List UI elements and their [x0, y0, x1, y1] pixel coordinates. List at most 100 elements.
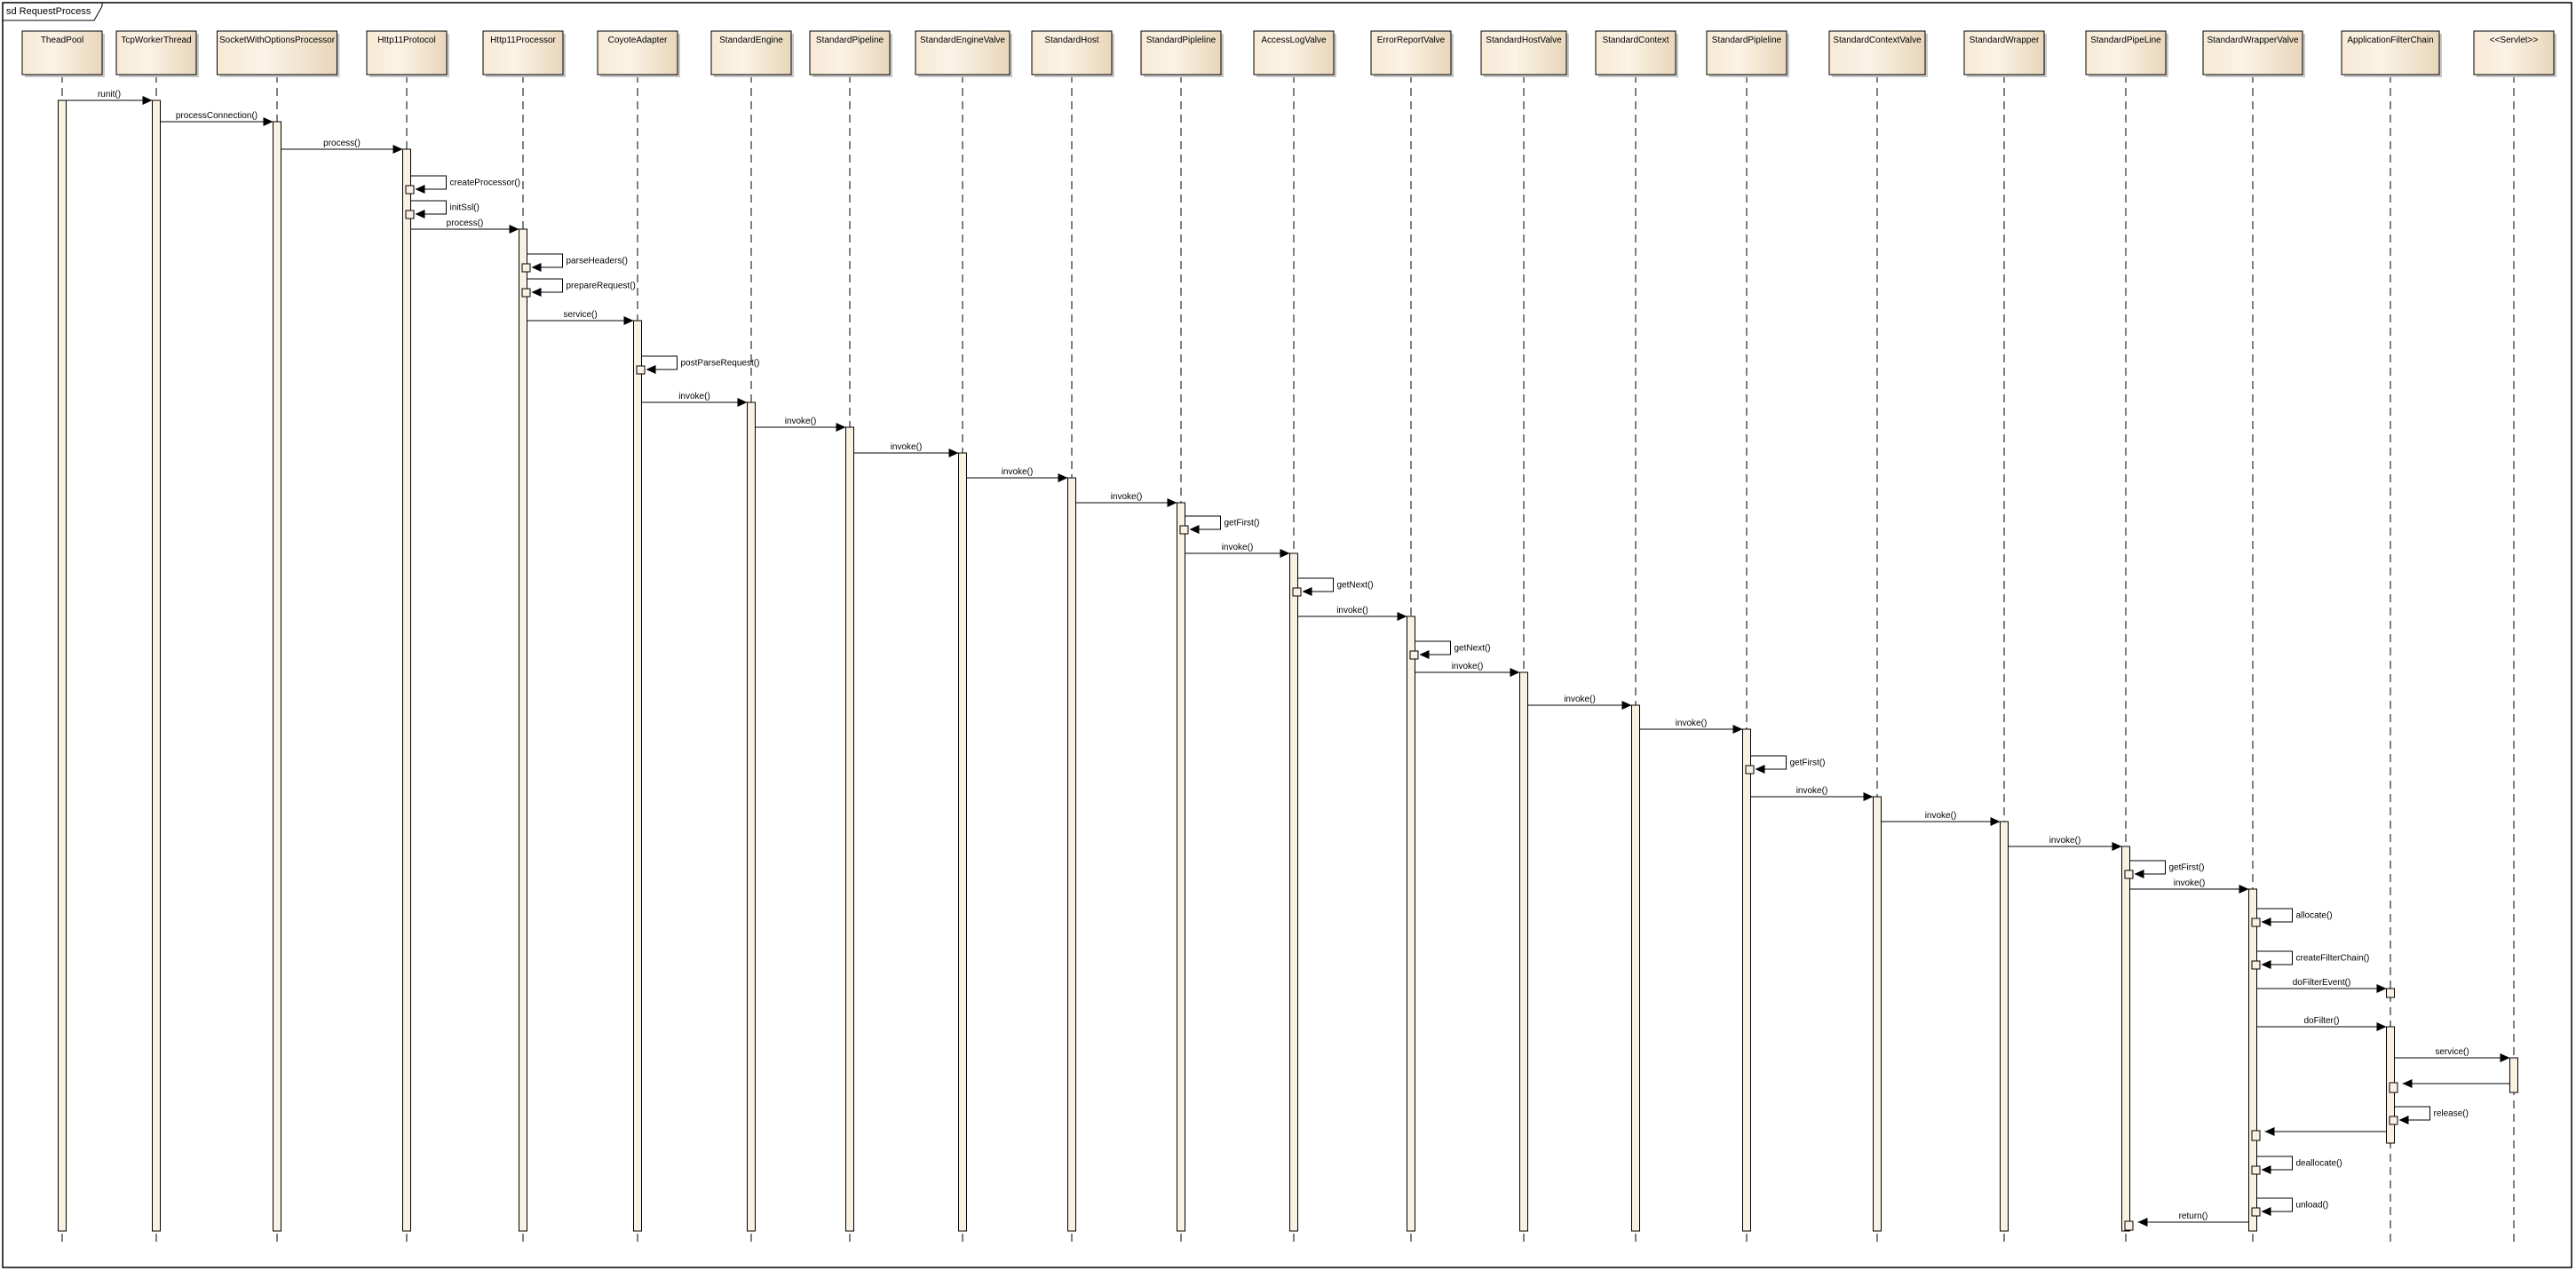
message-label: invoke(): [2049, 836, 2081, 846]
activation-bar: [1873, 796, 1882, 1232]
lifeline-box: [366, 30, 448, 75]
lifeline-name: Http11Processor: [490, 36, 556, 45]
message-label: release(): [2434, 1109, 2469, 1119]
message: process(): [281, 139, 403, 154]
activation-bar: [519, 228, 527, 1232]
self-call-loop: [2256, 1156, 2293, 1171]
lifeline: <<Servlet>>: [2473, 30, 2556, 1245]
lifeline-box: [915, 30, 1011, 75]
lifeline-box: [1828, 30, 1926, 75]
message: doFilter(): [2256, 1016, 2387, 1031]
message: invoke(): [755, 417, 846, 432]
self-message: getFirst(): [2124, 860, 2205, 879]
nested-activation: [1292, 587, 1302, 597]
message: return(): [2124, 1211, 2249, 1231]
arrowhead-icon: [836, 423, 846, 432]
message-label: prepareRequest(): [567, 282, 636, 291]
arrowhead-icon: [1058, 473, 1068, 482]
self-message: deallocate(): [2251, 1156, 2342, 1175]
arrowhead-icon: [142, 96, 153, 105]
self-message: parseHeaders(): [521, 253, 628, 273]
self-call-loop: [2129, 860, 2166, 875]
activation-bar: [1177, 502, 1185, 1232]
lifeline-box: [115, 30, 197, 75]
message-label: invoke(): [2174, 878, 2206, 888]
message: invoke(): [641, 392, 748, 407]
nested-activation: [636, 365, 646, 375]
self-message: createFilterChain(): [2251, 950, 2369, 970]
lifeline-box: [482, 30, 564, 75]
nested-activation: [2251, 960, 2261, 970]
message-label: parseHeaders(): [567, 257, 628, 266]
frame-title-tab: [3, 3, 103, 21]
lifeline-box: [1706, 30, 1787, 75]
lifeline-name: StandardHostValve: [1486, 36, 1562, 45]
self-call-loop: [2256, 908, 2293, 923]
message-label: allocate(): [2296, 911, 2333, 921]
lifeline-name: StandardPipeline: [816, 36, 884, 45]
message: invoke(): [1075, 492, 1177, 507]
lifeline: ApplicationFilterChain: [2341, 30, 2442, 1245]
lifeline-name: AccessLogValve: [1261, 36, 1327, 45]
lifeline-box: [217, 30, 337, 75]
lifeline-name: SocketWithOptionsProcessor: [219, 36, 336, 45]
lifeline-box: [21, 30, 103, 75]
message: invoke(): [1750, 786, 1874, 801]
self-call-loop: [1750, 755, 1787, 770]
message-label: invoke(): [785, 417, 817, 426]
message-label: unload(): [2296, 1201, 2329, 1211]
arrowhead-icon: [2264, 1127, 2275, 1136]
nested-activation: [521, 288, 531, 298]
lifeline-name: CoyoteAdapter: [608, 36, 668, 45]
self-message: initSsl(): [405, 200, 480, 219]
message: process(): [410, 218, 519, 234]
activation-bar: [273, 121, 281, 1232]
activation-bar: [1519, 671, 1528, 1232]
lifeline: ErrorReportValve: [1370, 30, 1454, 1245]
lifeline-name: ApplicationFilterChain: [2347, 36, 2433, 45]
message-label: invoke(): [1002, 467, 1034, 477]
activation-bar: [2386, 988, 2395, 998]
nested-activation: [1179, 525, 1189, 535]
message-label: runit(): [98, 90, 121, 99]
lifeline-box: [710, 30, 792, 75]
lifeline-box: [1480, 30, 1567, 75]
message: invoke(): [2008, 836, 2122, 851]
message-label: process(): [447, 218, 484, 228]
lifeline-name: StandardContext: [1602, 36, 1668, 45]
message-label: processConnection(): [176, 111, 258, 121]
nested-activation: [2124, 1220, 2134, 1231]
nested-activation: [2251, 918, 2261, 927]
arrowhead-icon: [1167, 498, 1177, 507]
self-call-loop: [641, 355, 678, 370]
nested-activation: [2124, 870, 2134, 879]
self-message: getNext(): [1292, 577, 1374, 597]
lifeline-name: TcpWorkerThread: [121, 36, 191, 45]
arrowhead-icon: [531, 288, 542, 297]
arrowhead-icon: [2112, 842, 2122, 851]
arrowhead-icon: [646, 365, 656, 374]
message: invoke(): [1881, 811, 2001, 826]
activation-bar: [958, 452, 967, 1232]
self-call-loop: [1415, 640, 1451, 655]
activation-bar: [1631, 704, 1640, 1232]
message-label: getNext(): [1337, 581, 1374, 591]
lifeline-name: StandardEngineValve: [920, 36, 1005, 45]
self-call-loop: [1185, 515, 1221, 530]
activation-bar: [747, 401, 756, 1232]
lifeline-box: [1140, 30, 1222, 75]
message-label: getFirst(): [1790, 759, 1826, 768]
nested-activation: [521, 263, 531, 273]
lifeline-box: [2085, 30, 2167, 75]
self-message: unload(): [2251, 1197, 2329, 1217]
self-call-loop: [410, 200, 447, 215]
arrowhead-icon: [1621, 701, 1632, 710]
message-label: invoke(): [1925, 811, 1957, 821]
message-label: invoke(): [678, 392, 710, 401]
arrowhead-icon: [2402, 1079, 2413, 1088]
lifeline-name: StandardEngine: [719, 36, 783, 45]
message-label: service(): [563, 310, 597, 320]
arrowhead-icon: [2137, 1218, 2148, 1227]
